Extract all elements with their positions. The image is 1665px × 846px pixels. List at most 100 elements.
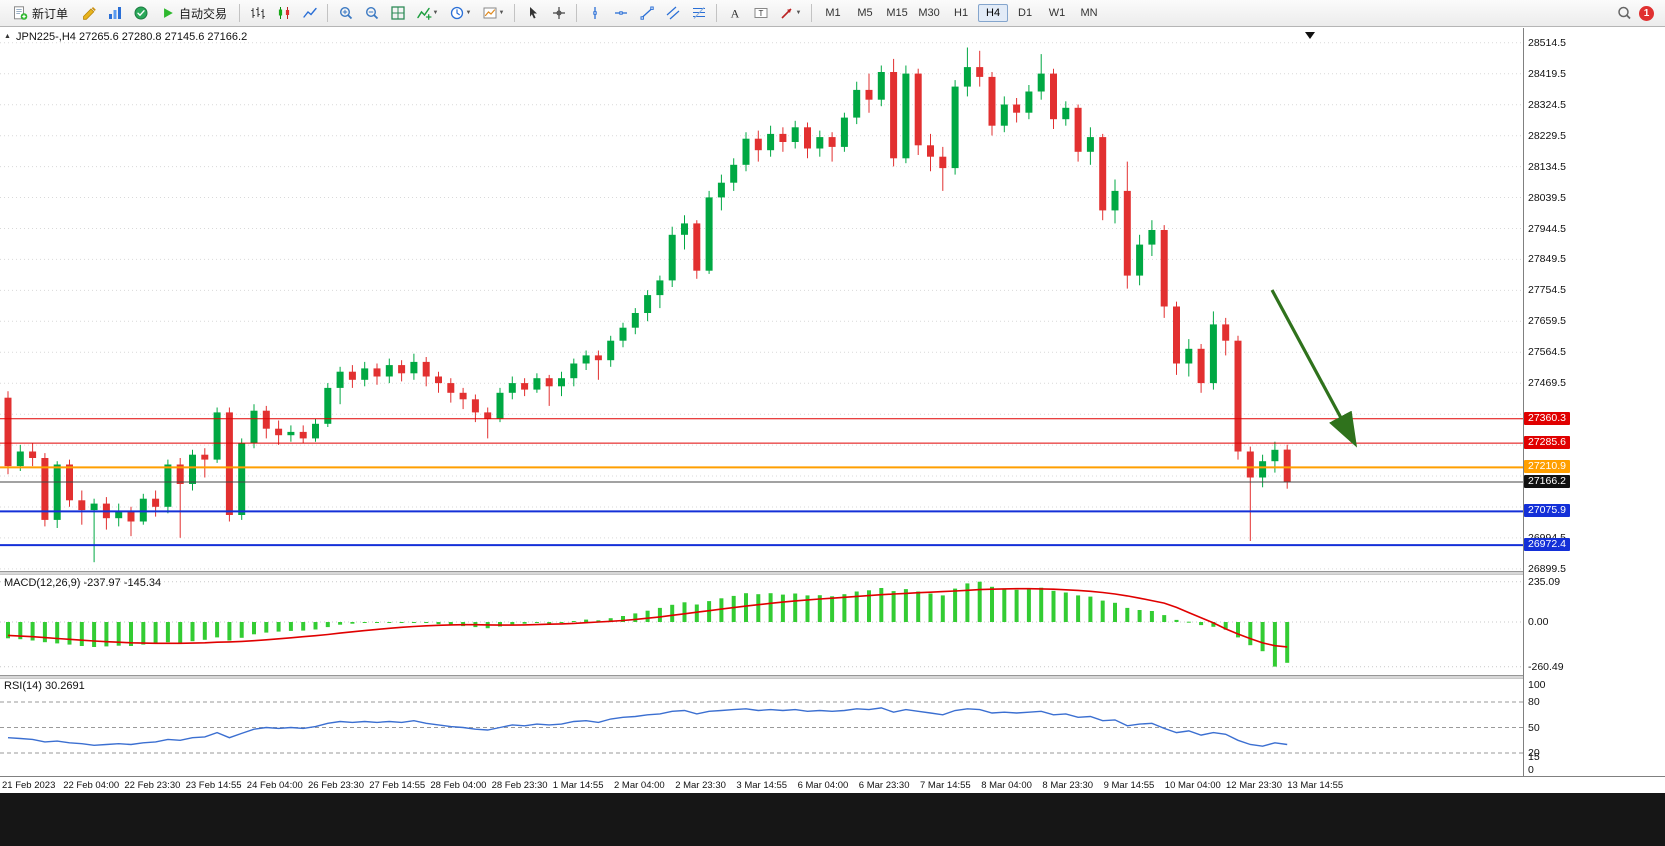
- templates-button[interactable]: ▼: [477, 1, 509, 25]
- zoom-out-button[interactable]: [359, 1, 384, 25]
- time-axis-label: 24 Feb 04:00: [246, 780, 303, 791]
- time-axis-label: 9 Mar 14:55: [1103, 780, 1155, 791]
- indicators-button[interactable]: ▼: [411, 1, 443, 25]
- timeframe-button-m5[interactable]: M5: [857, 7, 873, 19]
- macd-label: MACD(12,26,9) -237.97 -145.34: [4, 577, 162, 589]
- time-axis-label: 12 Mar 23:30: [1226, 780, 1282, 791]
- annotation-arrow[interactable]: [1270, 289, 1358, 448]
- panel-separator[interactable]: [0, 571, 1524, 575]
- axis-tick-label: 26899.5: [1528, 562, 1566, 575]
- autotrading-button[interactable]: 自动交易: [154, 2, 234, 25]
- vertical-line-button[interactable]: [582, 1, 607, 25]
- level-lines-layer[interactable]: [0, 418, 1523, 547]
- line-chart-icon: [302, 7, 317, 18]
- panel-separator[interactable]: [0, 675, 1524, 679]
- price-level-tag: 26972.4: [1524, 538, 1570, 552]
- timeframe-button-h4[interactable]: H4: [978, 4, 1009, 22]
- timeframe-button-w1[interactable]: W1: [1048, 7, 1066, 19]
- timeframe-button-m15[interactable]: M15: [886, 7, 908, 19]
- zoom-in-button[interactable]: [333, 1, 358, 25]
- macd-axis-label: 235.09: [1528, 575, 1561, 588]
- bars-chart-button[interactable]: [245, 1, 270, 25]
- price-axis[interactable]: 28514.5 28419.5 28324.5 28229.5 28134.5 28039…: [1524, 0, 1665, 846]
- rsi-axis-label: 80: [1528, 696, 1540, 708]
- price-level-tag: 27075.9: [1524, 504, 1570, 518]
- metaeditor-icon: [82, 7, 96, 20]
- main-chart[interactable]: [0, 28, 1523, 571]
- autotrading-icon: [164, 8, 173, 18]
- time-axis-label: 21 Feb 2023: [2, 780, 56, 791]
- tile-windows-icon: [390, 6, 405, 20]
- text-button[interactable]: A: [722, 1, 747, 25]
- axis-tick-label: 28229.5: [1528, 129, 1566, 142]
- timeframe-button-m30[interactable]: M30: [918, 7, 940, 19]
- rsi-axis-label: 100: [1528, 679, 1546, 691]
- toolbar-separator: [239, 4, 241, 22]
- timeframe-button-mn[interactable]: MN: [1080, 7, 1098, 19]
- search-button[interactable]: [1611, 1, 1636, 25]
- timeframe-button-m1[interactable]: M1: [825, 7, 841, 19]
- window-bottom-edge: [0, 793, 1665, 846]
- price-level-tag: 27360.3: [1524, 411, 1570, 425]
- rsi-levels: [0, 701, 1523, 754]
- market-depth-button[interactable]: [102, 1, 127, 25]
- rsi-axis-label: 0: [1528, 764, 1534, 776]
- svg-text:T: T: [758, 9, 763, 18]
- price-level-tag: 27210.9: [1524, 460, 1570, 474]
- time-axis-label: 8 Mar 04:00: [981, 780, 1032, 791]
- toolbar-separator: [576, 4, 578, 22]
- toolbar-separator: [811, 4, 813, 22]
- time-axis-label: 3 Mar 14:55: [736, 780, 788, 791]
- current-price-tag: 27166.2: [1524, 475, 1570, 488]
- timeframe-button-h1[interactable]: H1: [954, 7, 969, 19]
- new-order-button[interactable]: 新订单: [5, 2, 75, 25]
- time-axis[interactable]: 21 Feb 2023 22 Feb 04:00 22 Feb 23:30 23 Fe…: [0, 776, 1665, 794]
- axis-tick-label: 27469.5: [1528, 377, 1566, 390]
- horizontal-line-button[interactable]: [608, 1, 633, 25]
- line-chart-button[interactable]: [297, 1, 322, 25]
- rsi-chart[interactable]: [0, 679, 1523, 774]
- chart-shift-marker[interactable]: [1305, 32, 1315, 39]
- text-label-button[interactable]: T: [748, 1, 773, 25]
- trendline-button[interactable]: [634, 1, 659, 25]
- rsi-axis-label: 50: [1528, 721, 1540, 734]
- notifications-badge[interactable]: 1: [1639, 5, 1654, 21]
- axis-tick-label: 27564.5: [1528, 346, 1566, 359]
- axis-tick-label: 28514.5: [1528, 36, 1566, 49]
- subwindow-marker-icon[interactable]: ▲: [4, 33, 11, 40]
- toolbar-separator: [327, 4, 329, 22]
- market-depth-icon: [108, 7, 121, 19]
- macd-chart[interactable]: [0, 575, 1523, 675]
- zoom-out-icon: [365, 6, 378, 20]
- shapes-button[interactable]: ▼: [774, 1, 806, 25]
- toolbar: 新订单 自动交易 ▼ ▼ ▼: [0, 0, 1665, 27]
- chevron-down-icon: ▼: [432, 10, 439, 16]
- axis-tick-label: 28039.5: [1528, 191, 1566, 204]
- periods-button[interactable]: ▼: [444, 1, 476, 25]
- indicators-icon: [416, 7, 432, 20]
- price-axis-border: [1523, 28, 1524, 793]
- time-axis-label: 6 Mar 04:00: [797, 780, 849, 791]
- channel-button[interactable]: [660, 1, 685, 25]
- time-axis-label: 26 Feb 23:30: [308, 780, 364, 791]
- vertical-line-icon: [592, 7, 597, 19]
- metaeditor-button[interactable]: [76, 1, 101, 25]
- time-axis-label: 2 Mar 04:00: [614, 780, 665, 791]
- time-axis-label: 10 Mar 04:00: [1164, 780, 1221, 791]
- cursor-button[interactable]: [520, 1, 545, 25]
- axis-tick-label: 28419.5: [1528, 67, 1566, 80]
- timeframe-button-d1[interactable]: D1: [1018, 7, 1033, 19]
- time-axis-label: 22 Feb 04:00: [63, 780, 120, 791]
- crosshair-button[interactable]: [546, 1, 571, 25]
- strategy-tester-button[interactable]: [128, 1, 153, 25]
- tile-windows-button[interactable]: [385, 1, 410, 25]
- fibonacci-button[interactable]: [686, 1, 711, 25]
- macd-signal-line: [7, 587, 1288, 648]
- bars-chart-icon: [250, 7, 265, 19]
- price-level-tag: 27285.6: [1524, 436, 1570, 450]
- candlestick-chart-button[interactable]: [271, 1, 296, 25]
- candles-layer: [4, 47, 1291, 563]
- templates-icon: [483, 7, 497, 19]
- autotrading-label: 自动交易: [179, 6, 228, 21]
